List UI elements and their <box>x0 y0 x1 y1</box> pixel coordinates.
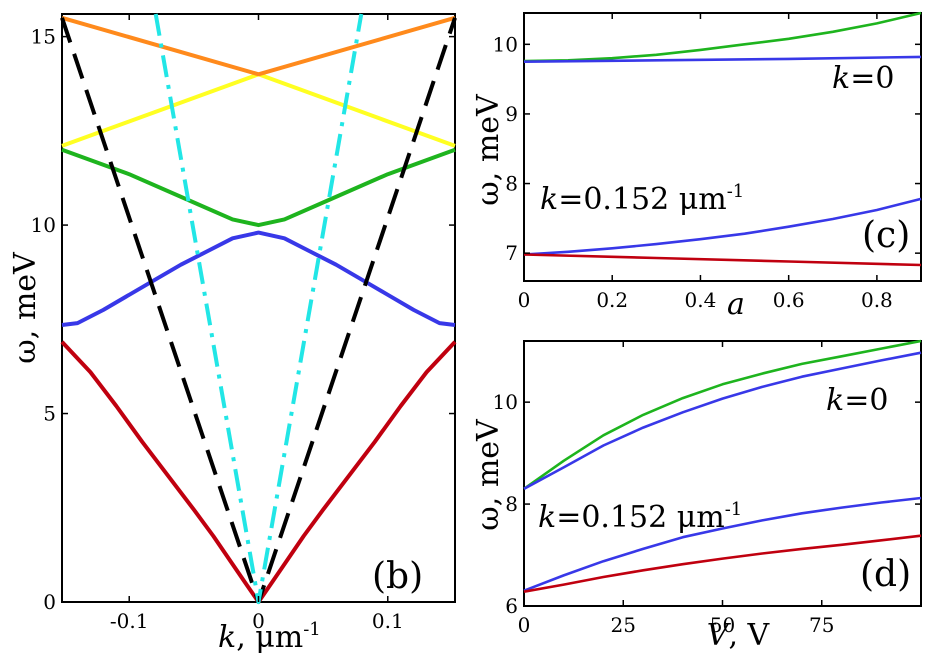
panel-b-xtick-label: 0.1 <box>372 609 404 633</box>
panel-b-series-black-dashed <box>60 17 457 604</box>
panel-b-series-orange-band <box>61 15 456 77</box>
panel-c-ticks: 0 0.2 0.4 0.6 0.8 7 8 9 10 <box>493 13 921 312</box>
panel-c-xtick-label: 0 <box>518 288 531 312</box>
panel-c-xtick-label: 0.4 <box>685 288 717 312</box>
panel-b-ylabel: ω, meV <box>8 251 43 364</box>
panel-c-frame <box>523 12 922 282</box>
panel-c-annotation-k0: k=0 <box>832 61 894 96</box>
panel-b-ticks: -0.1 0 0.1 0 5 10 15 <box>31 14 455 633</box>
panel-d-series-blue-k-0 <box>523 351 922 490</box>
panel-b-series-green-band <box>61 147 456 228</box>
panel-d-annotation-k152: k=0.152 μm-1 <box>538 499 742 535</box>
panel-b-series <box>60 13 457 604</box>
panel-b-ytick-label: 5 <box>43 402 56 426</box>
panel-c-ytick-label: 10 <box>493 32 518 56</box>
panel-c-ytick-label: 9 <box>505 102 518 126</box>
panel-b-ytick-label: 15 <box>31 25 56 49</box>
panel-c-xtick-label: 0.8 <box>861 288 893 312</box>
panel-d-series-green-k-0 <box>523 339 922 490</box>
panel-b-xtick-label: -0.1 <box>110 609 149 633</box>
panel-b-series-yellow-band <box>61 72 456 148</box>
panel-c-series <box>523 11 922 267</box>
panel-b-frame <box>61 13 456 603</box>
panel-c-xtick-label: 0.6 <box>773 288 805 312</box>
panel-c-tag: (c) <box>862 215 910 256</box>
panel-c-xtick-label: 0.2 <box>596 288 628 312</box>
panel-b-ytick-label: 0 <box>43 590 56 614</box>
panel-b-ytick-label: 10 <box>31 213 56 237</box>
panel-d-series-blue-k-0-152 <box>523 496 922 592</box>
panel-d-xtick-label: 0 <box>518 613 531 637</box>
panel-d-ticks: 0 25 50 75 6 8 10 <box>493 341 921 637</box>
panel-d-series-red-k-0-152 <box>523 534 922 593</box>
panel-c-ylabel: ω, meV <box>471 93 506 206</box>
panel-b-xlabel: k, μm-1 <box>218 619 321 655</box>
panel-d-annotation-k0: k=0 <box>826 383 888 418</box>
panel-c-series-green-k-0 <box>523 11 922 63</box>
panel-d-xtick-label: 50 <box>710 613 735 637</box>
panel-d-ytick-label: 10 <box>493 390 518 414</box>
panel-b-xlabel-rest: , μm <box>236 620 303 655</box>
panel-b-tag: (b) <box>372 556 423 597</box>
panel-d-xtick-label: 75 <box>809 613 834 637</box>
panel-d-ytick-label: 6 <box>505 594 518 618</box>
panel-d-xtick-label: 25 <box>611 613 636 637</box>
panel-c-series-blue-k-0 <box>523 55 922 63</box>
panel-c-annotation-k152: k=0.152 μm-1 <box>540 181 744 217</box>
panel-d-tag: (d) <box>860 554 911 595</box>
panel-b-xtick-label: 0 <box>252 609 265 633</box>
panel-c-xlabel: a <box>727 287 745 322</box>
panel-c-ytick-label: 7 <box>505 241 518 265</box>
panel-b: -0.1 0 0.1 0 5 10 15 (b) k, μm-1 ω, meV <box>8 13 457 655</box>
panel-d-ylabel: ω, meV <box>471 418 506 531</box>
panel-c-ytick-label: 8 <box>505 172 518 196</box>
panel-c-series-blue-k-0-152 <box>523 197 922 256</box>
panel-b-xlabel-sup: -1 <box>303 619 321 640</box>
panel-c-series-red-k-0-152 <box>523 253 922 267</box>
panel-b-series-blue-band <box>61 230 456 327</box>
panel-d: 0 25 50 75 6 8 10 k=0 k=0.152 μm-1 (d) V, V ω,… <box>471 339 922 653</box>
panel-d-series <box>523 339 922 593</box>
panel-d-xlabel: V, V <box>707 618 771 653</box>
panel-d-ytick-label: 8 <box>505 492 518 516</box>
